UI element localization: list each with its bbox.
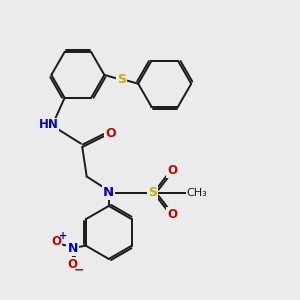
Text: S: S — [117, 73, 126, 86]
Text: O: O — [51, 235, 62, 248]
Text: N: N — [68, 242, 78, 255]
Text: S: S — [148, 186, 158, 199]
Text: O: O — [167, 164, 177, 177]
Text: CH₃: CH₃ — [187, 188, 208, 198]
Text: N: N — [103, 186, 114, 199]
Text: O: O — [68, 258, 78, 271]
Text: O: O — [167, 208, 177, 221]
Text: HN: HN — [38, 118, 58, 131]
Text: −: − — [74, 264, 84, 277]
Text: +: + — [59, 231, 67, 241]
Text: O: O — [105, 127, 116, 140]
